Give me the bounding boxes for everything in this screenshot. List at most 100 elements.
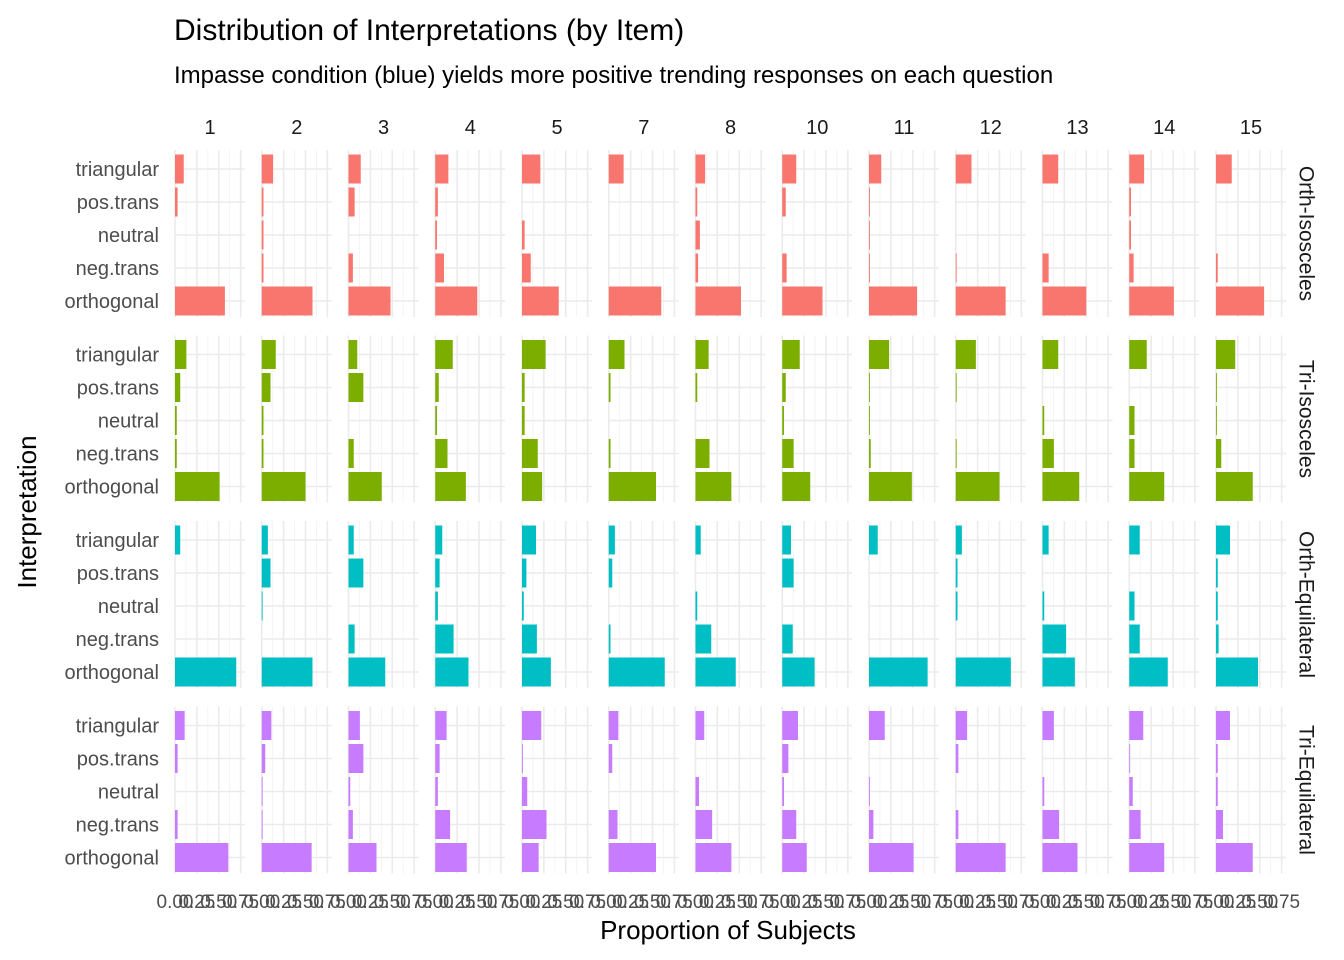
bar	[261, 777, 263, 806]
bar	[869, 154, 882, 184]
bar	[955, 340, 976, 369]
bar	[608, 286, 662, 316]
y-tick-label: neg.trans	[76, 444, 159, 466]
bar	[1042, 711, 1054, 740]
x-tick-label: 0.25	[265, 892, 302, 913]
bar	[1216, 525, 1230, 555]
bar	[869, 286, 918, 316]
y-tick-label: pos.trans	[77, 563, 159, 585]
bar	[348, 373, 364, 402]
x-tick-label: 0.00	[243, 892, 280, 913]
x-tick-label: 0.50	[547, 892, 584, 913]
y-tick-label: orthogonal	[64, 477, 159, 499]
x-tick-label: 0.50	[634, 892, 671, 913]
bar	[782, 777, 784, 806]
x-tick-label: 0.00	[1198, 892, 1235, 913]
y-tick-label: neg.trans	[76, 815, 159, 837]
bar	[869, 525, 878, 555]
facet-panel	[694, 521, 766, 688]
facet-panel	[954, 335, 1026, 503]
bar	[869, 657, 928, 687]
facet-panel	[434, 335, 506, 503]
bar	[435, 154, 449, 184]
facet-panel	[434, 150, 506, 317]
bar	[522, 525, 536, 555]
bar	[1042, 253, 1049, 283]
bar	[175, 810, 178, 839]
bar	[1042, 472, 1080, 501]
facet-column-strip: 1	[204, 117, 215, 139]
facet-column-strip: 12	[980, 117, 1002, 139]
x-tick-label: 0.50	[461, 892, 498, 913]
facet-row-strip: Tri-Isosceles	[1294, 360, 1317, 478]
bar	[435, 373, 439, 402]
bar	[261, 406, 264, 435]
x-tick-label: 0.50	[894, 892, 931, 913]
facet-panel	[694, 706, 766, 874]
y-tick-label: pos.trans	[77, 378, 159, 400]
x-tick-label: 0.75	[569, 892, 606, 913]
bar	[261, 439, 264, 468]
bar	[435, 558, 440, 588]
x-tick-label: 0.00	[1111, 892, 1148, 913]
facet-panel	[868, 706, 939, 874]
bar	[1129, 187, 1131, 217]
facet-panel	[607, 335, 679, 503]
bar	[955, 558, 958, 588]
bar	[695, 525, 701, 555]
bar	[1129, 657, 1168, 687]
bar	[175, 657, 237, 687]
bar	[608, 657, 665, 687]
bar	[1216, 843, 1253, 872]
facet-panel	[434, 706, 506, 874]
facet-panel	[868, 521, 939, 688]
bar	[955, 657, 1011, 687]
facet-column-strip: 3	[378, 117, 389, 139]
bar	[1042, 777, 1045, 806]
facet-panel	[174, 706, 245, 874]
bar	[435, 777, 438, 806]
facet-column-strip: 15	[1240, 117, 1262, 139]
x-tick-label: 0.50	[808, 892, 845, 913]
bar	[348, 777, 351, 806]
x-tick-label: 0.00	[157, 892, 194, 913]
facet-panel	[174, 521, 245, 688]
bar	[1042, 286, 1087, 316]
bar	[1129, 154, 1145, 184]
bar	[175, 154, 184, 184]
bar	[1129, 744, 1131, 773]
x-tick-label: 0.50	[200, 892, 237, 913]
x-tick-label: 0.50	[1241, 892, 1278, 913]
facet-panel	[694, 150, 766, 317]
y-tick-label: triangular	[76, 716, 160, 738]
bar	[1129, 439, 1135, 468]
bar	[608, 439, 611, 468]
bar	[522, 843, 539, 872]
bar	[261, 373, 271, 402]
facet-panel	[868, 150, 939, 317]
bar	[1129, 406, 1135, 435]
bar	[782, 286, 823, 316]
chart-subtitle: Impasse condition (blue) yields more pos…	[174, 62, 1053, 89]
bar	[435, 253, 444, 283]
x-tick-label: 0.25	[1219, 892, 1256, 913]
bar	[175, 711, 185, 740]
bar	[1216, 744, 1218, 773]
bar	[175, 187, 178, 217]
bar	[695, 286, 741, 316]
x-tick-label: 0.25	[612, 892, 649, 913]
bar	[1042, 843, 1078, 872]
facet-row-strip: Tri-Equilateral	[1294, 725, 1317, 855]
y-tick-label: neg.trans	[76, 258, 159, 280]
facet-panel	[347, 706, 419, 874]
facet-panel	[1215, 150, 1286, 317]
bar	[435, 187, 438, 217]
y-tick-label: triangular	[76, 159, 160, 181]
facet-panel	[781, 335, 853, 503]
bar	[869, 439, 871, 468]
bar	[782, 373, 786, 402]
x-tick-label: 0.75	[1263, 892, 1300, 913]
bar	[869, 253, 870, 283]
bar	[782, 558, 794, 588]
bar	[608, 472, 656, 501]
